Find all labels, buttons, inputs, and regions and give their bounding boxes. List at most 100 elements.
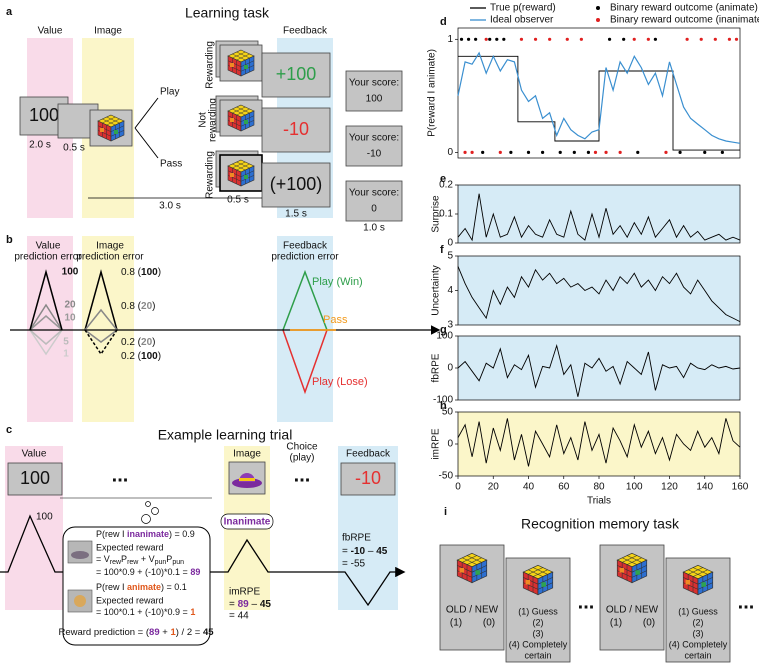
x-tick-label: 0	[455, 482, 461, 493]
outcome-dot	[593, 150, 598, 154]
y-axis-label: imRPE	[431, 428, 442, 459]
duration: 1.5 s	[285, 209, 307, 220]
trial-signal	[0, 514, 406, 607]
series-line	[457, 193, 741, 242]
panel-title: Example learning trial	[158, 427, 293, 443]
feedback-screen	[261, 162, 331, 208]
value: 100	[141, 351, 158, 362]
value: 89	[149, 627, 160, 638]
pe-curve	[84, 329, 118, 343]
subscript: rew	[110, 559, 122, 566]
prompt: OLD / NEW	[446, 605, 499, 616]
text: + V	[138, 554, 154, 564]
belief-line: = 100*0.9 + (-10)*0.1 = 89	[96, 567, 200, 577]
confidence: (3)	[693, 628, 704, 638]
pe-curve	[29, 329, 63, 356]
level: 0.8 (20)	[121, 301, 155, 312]
duration: 0.5 s	[63, 143, 85, 154]
score: 0	[371, 204, 377, 215]
outcome-dot	[498, 150, 502, 154]
key: (1)	[450, 618, 462, 629]
outcome: Rewarding	[205, 151, 216, 199]
feedback-screen	[261, 52, 331, 98]
category: inanimate	[127, 529, 169, 539]
header: prediction error	[14, 252, 82, 263]
value-stimulus: 100	[20, 468, 50, 488]
ellipsis: ...	[294, 464, 311, 486]
reward-prediction: Reward prediction = (89 + 1) / 2 = 45	[58, 627, 214, 638]
paren: )	[152, 337, 155, 348]
phase-header: Feedback	[283, 26, 328, 37]
text: = 100*0.9 + (-10)*0.1 =	[96, 567, 190, 577]
ellipsis: ...	[578, 591, 595, 613]
prompt: OLD / NEW	[606, 605, 659, 616]
y-tick-label: 0	[447, 439, 453, 450]
thought-bubble	[145, 501, 151, 507]
value-stimulus: 100	[29, 105, 59, 125]
text: P(rew I	[96, 582, 127, 592]
subscript: pun	[172, 559, 184, 566]
outcome: Play (Win)	[312, 276, 363, 288]
plot-background	[458, 185, 740, 243]
text: = V	[96, 554, 110, 564]
rpe-line: = -55	[342, 559, 366, 570]
confidence: (2)	[693, 617, 704, 627]
outcome-dot	[579, 37, 583, 41]
duration: 2.0 s	[29, 140, 51, 151]
level: 100	[62, 267, 79, 278]
outcome-dot	[548, 37, 552, 41]
phase-header: (play)	[289, 453, 314, 464]
header: prediction error	[271, 252, 339, 263]
value: 20	[141, 301, 153, 312]
thought-bubble	[141, 514, 151, 524]
value-peak: 100	[36, 512, 53, 523]
panel-label: f	[440, 244, 444, 256]
x-tick-label: 100	[626, 482, 643, 493]
belief-line: = 100*0.1 + (-10)*0.9 = 1	[96, 607, 195, 617]
outcome-dot	[703, 150, 707, 154]
y-axis-label: Surprise	[431, 195, 442, 233]
header: Value	[36, 241, 61, 252]
category-icon	[71, 551, 89, 559]
legend-marker	[596, 6, 600, 10]
choice: Pass	[160, 159, 182, 170]
phase-header: Value	[38, 26, 63, 37]
text: = 100*0.1 + (-10)*0.9 =	[96, 607, 190, 617]
value: -10	[351, 546, 366, 557]
confidence: (4) Completely	[509, 639, 568, 649]
value: 20	[141, 337, 153, 348]
outcome: rewarding	[208, 98, 219, 142]
y-tick-label: 0	[447, 238, 453, 249]
series-line	[457, 418, 741, 467]
subscript: pun	[155, 559, 167, 566]
outcome-dot	[474, 37, 478, 41]
belief-line: Expected reward	[96, 595, 164, 605]
belief-line: Expected reward	[96, 542, 164, 552]
outcome: Play (Lose)	[312, 376, 368, 388]
outcome-dot	[572, 150, 576, 154]
value: 45	[376, 546, 388, 557]
legend-entry: Binary reward outcome (inanimate)	[610, 15, 759, 26]
lose-curve	[282, 329, 328, 395]
level: 10	[64, 313, 76, 324]
test-card	[599, 544, 665, 651]
paren: )	[158, 351, 161, 362]
header: prediction error	[76, 252, 144, 263]
paren: )	[152, 301, 155, 312]
rpe-line: fbRPE	[342, 533, 371, 544]
outcome-dot	[541, 150, 545, 154]
y-axis-label: P(reward I animate)	[427, 49, 438, 137]
confidence: certain	[684, 650, 711, 660]
x-axis-label: Trials	[587, 496, 611, 507]
x-tick-label: 60	[558, 482, 570, 493]
pe-curve	[29, 269, 63, 331]
score-screen	[345, 70, 403, 112]
choice: Play	[160, 87, 179, 98]
series-line	[457, 343, 741, 397]
outcome-dot	[463, 150, 467, 154]
level: 0.2 (20)	[121, 337, 155, 348]
score-screen	[345, 125, 403, 167]
plot-background	[458, 412, 740, 476]
outcome-dot	[481, 150, 485, 154]
confidence: certain	[524, 650, 551, 660]
